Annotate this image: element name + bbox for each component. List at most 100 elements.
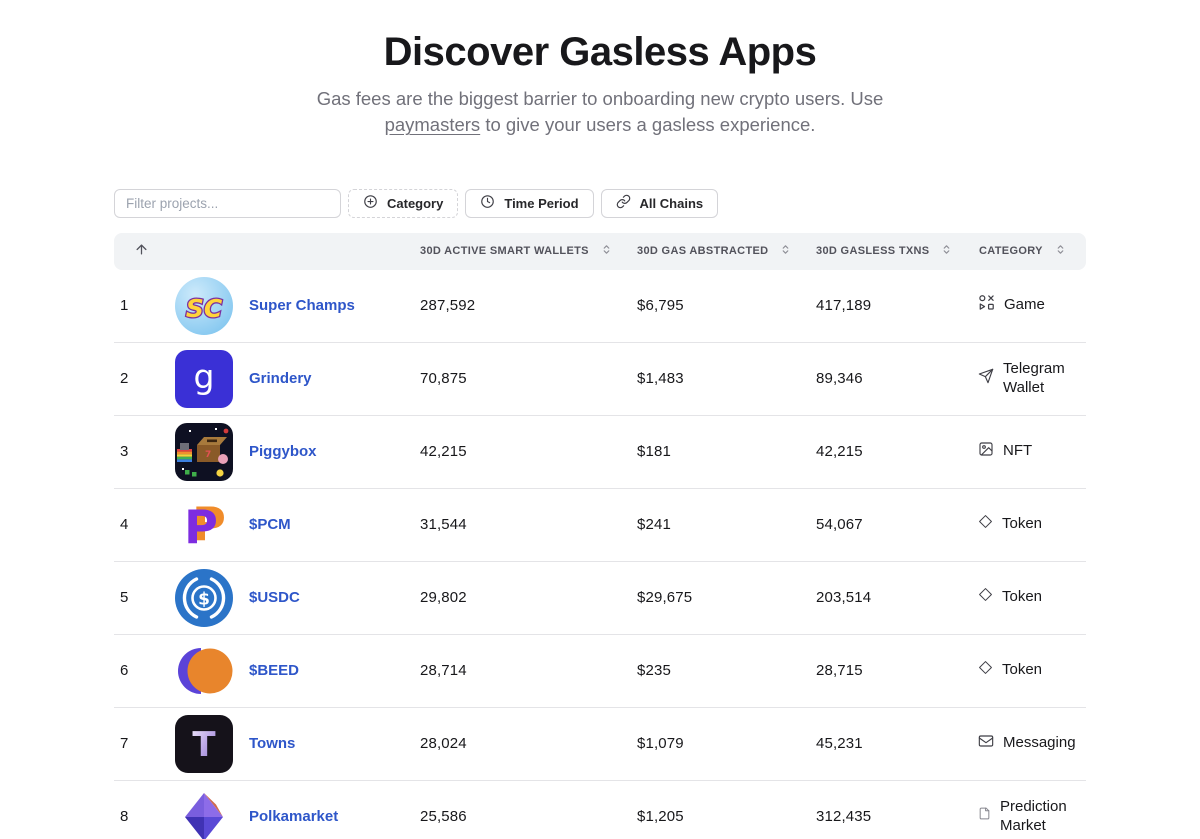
category-label: Messaging bbox=[1003, 734, 1076, 752]
all-chains-filter-label: All Chains bbox=[639, 195, 704, 211]
wallets-value: 28,024 bbox=[420, 735, 467, 753]
category-column-header[interactable]: CATEGORY bbox=[971, 244, 1086, 258]
diamond-icon bbox=[978, 587, 993, 608]
rank-value: 8 bbox=[120, 808, 129, 826]
category-filter-button[interactable]: Category bbox=[348, 188, 459, 218]
subtitle-text-after: to give your users a gasless experience. bbox=[480, 114, 816, 136]
rank-value: 2 bbox=[120, 370, 129, 388]
time-period-filter-button[interactable]: Time Period bbox=[465, 188, 594, 218]
rank-value: 5 bbox=[120, 589, 129, 607]
towns-logo: T bbox=[175, 714, 233, 773]
svg-text:T: T bbox=[192, 725, 216, 765]
category-cell: Messaging bbox=[971, 733, 1086, 755]
gas-value: $1,079 bbox=[637, 735, 684, 753]
gas-value: $29,675 bbox=[637, 589, 693, 607]
project-link[interactable]: Super Champs bbox=[249, 297, 355, 315]
txns-value: 417,189 bbox=[816, 297, 872, 315]
document-icon bbox=[978, 807, 991, 826]
project-link[interactable]: Polkamarket bbox=[249, 808, 339, 826]
wallets-column-header[interactable]: 30D ACTIVE SMART WALLETS bbox=[420, 244, 637, 258]
wallets-value: 42,215 bbox=[420, 443, 467, 461]
super-champs-logo: SC bbox=[175, 276, 233, 335]
wallets-value: 25,586 bbox=[420, 808, 467, 826]
rank-value: 3 bbox=[120, 443, 129, 461]
paper-plane-icon bbox=[978, 368, 994, 390]
table-row: 1 SC Super Champs 287,592 $6,795 417,189… bbox=[114, 270, 1086, 343]
category-cell: Token bbox=[971, 587, 1086, 608]
grindery-logo: g bbox=[175, 349, 233, 408]
project-link[interactable]: $PCM bbox=[249, 516, 291, 534]
table-row: 5 $ $USDC 29,802 $29,675 203,514 Token bbox=[114, 562, 1086, 635]
txns-value: 89,346 bbox=[816, 370, 863, 388]
category-label: Token bbox=[1002, 588, 1043, 606]
rank-value: 1 bbox=[120, 297, 129, 315]
project-link[interactable]: $USDC bbox=[249, 589, 300, 607]
arrow-up-icon bbox=[134, 244, 149, 260]
txns-value: 45,231 bbox=[816, 735, 863, 753]
txns-value: 42,215 bbox=[816, 443, 863, 461]
svg-text:P: P bbox=[192, 497, 226, 551]
sort-chevrons-icon bbox=[941, 244, 952, 258]
diamond-icon bbox=[978, 660, 993, 681]
category-cell: Telegram Wallet bbox=[971, 360, 1086, 398]
gas-value: $1,483 bbox=[637, 370, 684, 388]
table-row: 7 T Towns 28,024 $1,079 45,231 Messaging bbox=[114, 708, 1086, 781]
page-title: Discover Gasless Apps bbox=[383, 30, 817, 74]
projects-table: 30D ACTIVE SMART WALLETS 30D GAS ABSTRAC… bbox=[114, 232, 1086, 839]
rank-sort-header[interactable] bbox=[114, 242, 175, 260]
project-link[interactable]: Piggybox bbox=[249, 443, 317, 461]
page: Discover Gasless Apps Gas fees are the b… bbox=[114, 0, 1086, 839]
table-row: 6 $BEED 28,714 $235 28,715 Token bbox=[114, 635, 1086, 708]
rank-value: 4 bbox=[120, 516, 129, 534]
pcm-logo: P P bbox=[184, 497, 226, 554]
plus-circle-icon bbox=[363, 194, 378, 212]
table-row: 8 Polkamarket 25,586 $1,205 312,435 Pred… bbox=[114, 781, 1086, 839]
category-label: NFT bbox=[1003, 442, 1033, 460]
game-icon bbox=[978, 294, 995, 317]
txns-value: 203,514 bbox=[816, 589, 872, 607]
category-cell: NFT bbox=[971, 441, 1086, 463]
project-link[interactable]: Grindery bbox=[249, 370, 312, 388]
category-label: Game bbox=[1004, 296, 1045, 314]
category-label: Telegram Wallet bbox=[1003, 359, 1065, 396]
piggybox-logo: 7 bbox=[175, 422, 233, 481]
time-period-filter-label: Time Period bbox=[504, 195, 579, 211]
filter-projects-input[interactable] bbox=[114, 188, 341, 218]
sort-chevrons-icon bbox=[1055, 244, 1066, 258]
sort-chevrons-icon bbox=[780, 244, 791, 258]
txns-value: 28,715 bbox=[816, 662, 863, 680]
table-row: 2 g Grindery 70,875 $1,483 89,346 Telegr… bbox=[114, 343, 1086, 416]
page-subtitle: Gas fees are the biggest barrier to onbo… bbox=[268, 86, 933, 139]
category-cell: Prediction Market bbox=[971, 798, 1086, 836]
category-label: Token bbox=[1002, 515, 1043, 533]
project-link[interactable]: $BEED bbox=[249, 662, 300, 680]
clock-icon bbox=[480, 194, 495, 212]
gas-column-header[interactable]: 30D GAS ABSTRACTED bbox=[637, 244, 816, 258]
txns-column-header[interactable]: 30D GASLESS TXNS bbox=[816, 244, 971, 258]
all-chains-filter-button[interactable]: All Chains bbox=[600, 188, 719, 218]
wallets-value: 287,592 bbox=[420, 297, 476, 315]
category-cell: Game bbox=[971, 294, 1086, 317]
paymasters-link[interactable]: paymasters bbox=[384, 114, 481, 136]
wallets-value: 29,802 bbox=[420, 589, 467, 607]
svg-text:7: 7 bbox=[205, 450, 211, 460]
category-filter-label: Category bbox=[387, 195, 444, 211]
project-link[interactable]: Towns bbox=[249, 735, 296, 753]
txns-value: 312,435 bbox=[816, 808, 872, 826]
image-icon bbox=[978, 441, 994, 463]
table-row: 3 7 Piggybox 42,215 $181 42,215 bbox=[114, 416, 1086, 489]
svg-text:SC: SC bbox=[186, 294, 223, 323]
category-label: Token bbox=[1002, 661, 1043, 679]
rank-value: 7 bbox=[120, 735, 129, 753]
category-cell: Token bbox=[971, 514, 1086, 535]
wallets-value: 31,544 bbox=[420, 516, 467, 534]
rank-value: 6 bbox=[120, 662, 129, 680]
gas-value: $235 bbox=[637, 662, 671, 680]
svg-text:$: $ bbox=[198, 589, 210, 609]
gas-value: $181 bbox=[637, 443, 671, 461]
gas-value: $6,795 bbox=[637, 297, 684, 315]
table-header-row: 30D ACTIVE SMART WALLETS 30D GAS ABSTRAC… bbox=[114, 232, 1086, 270]
svg-text:P: P bbox=[184, 500, 218, 554]
diamond-icon bbox=[978, 514, 993, 535]
sort-chevrons-icon bbox=[601, 244, 612, 258]
